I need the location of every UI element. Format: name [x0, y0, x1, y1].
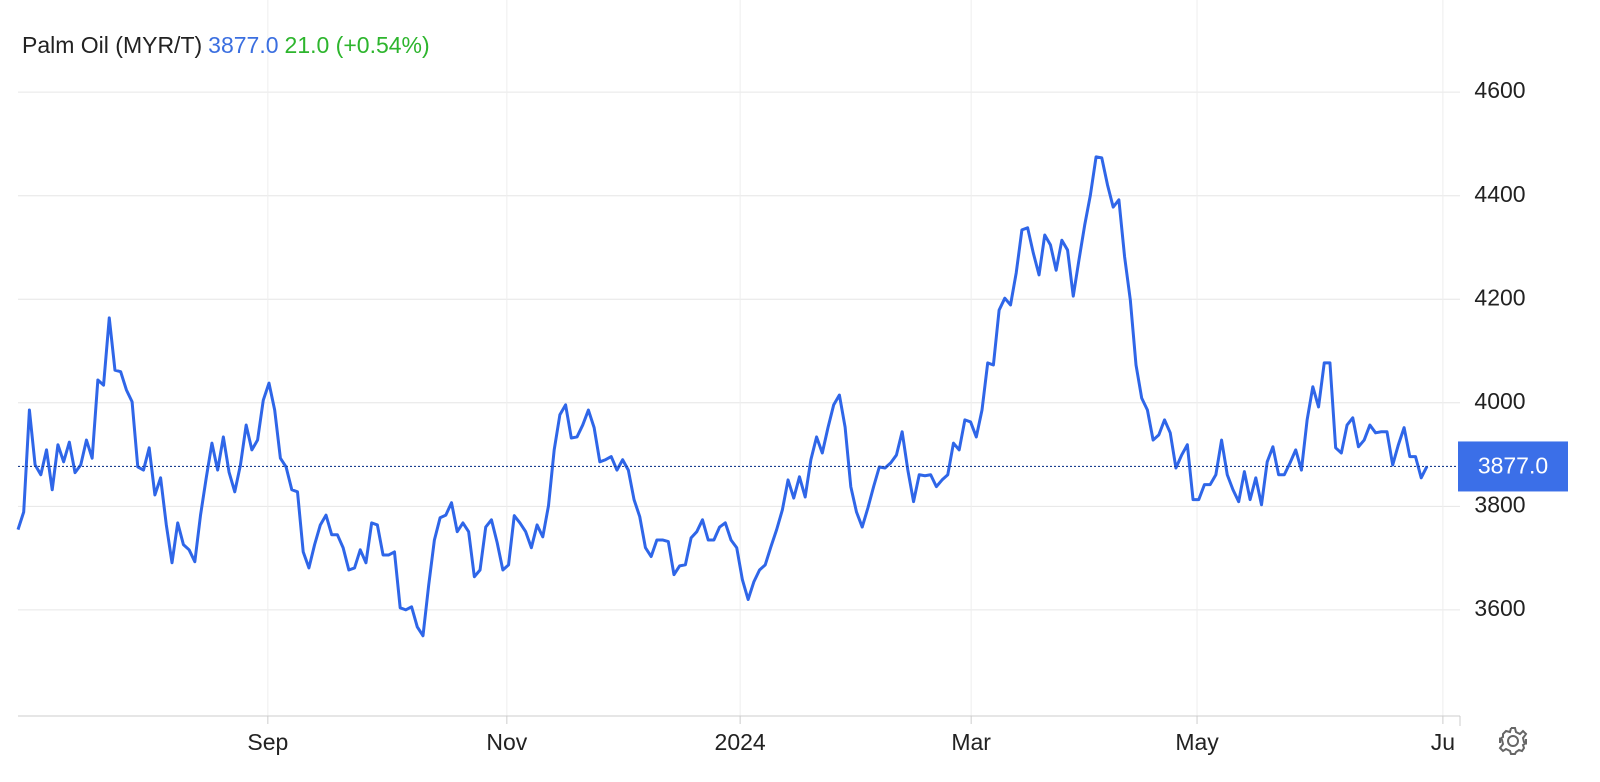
last-price: 3877.0	[208, 32, 279, 58]
price-line	[16, 155, 1429, 638]
y-tick-label: 4400	[1474, 181, 1525, 207]
x-tick-label: Mar	[951, 729, 991, 755]
y-tick-label: 4000	[1474, 388, 1525, 414]
y-tick-label: 3600	[1474, 595, 1525, 621]
settings-icon-hub[interactable]	[1507, 735, 1519, 747]
price-change: 21.0 (+0.54%)	[284, 32, 430, 58]
grid	[18, 0, 1460, 716]
last-price-label: 3877.0	[1478, 453, 1548, 479]
x-tick-label: Nov	[486, 729, 527, 755]
settings-icon-cog[interactable]	[1498, 727, 1528, 755]
y-tick-label: 4600	[1474, 77, 1525, 103]
x-tick-label: May	[1175, 729, 1219, 755]
settings-icon[interactable]	[1498, 727, 1528, 755]
x-tick-label: Sep	[247, 729, 288, 755]
x-tick-label: Ju	[1431, 729, 1455, 755]
y-tick-label: 3800	[1474, 491, 1525, 517]
chart-title: Palm Oil (MYR/T)	[22, 32, 203, 58]
header: Palm Oil (MYR/T) 3877.0 21.0 (+0.54%)	[22, 32, 436, 59]
y-tick-label: 4200	[1474, 284, 1525, 310]
x-tick-label: 2024	[715, 729, 766, 755]
last-price-box	[1458, 441, 1568, 492]
